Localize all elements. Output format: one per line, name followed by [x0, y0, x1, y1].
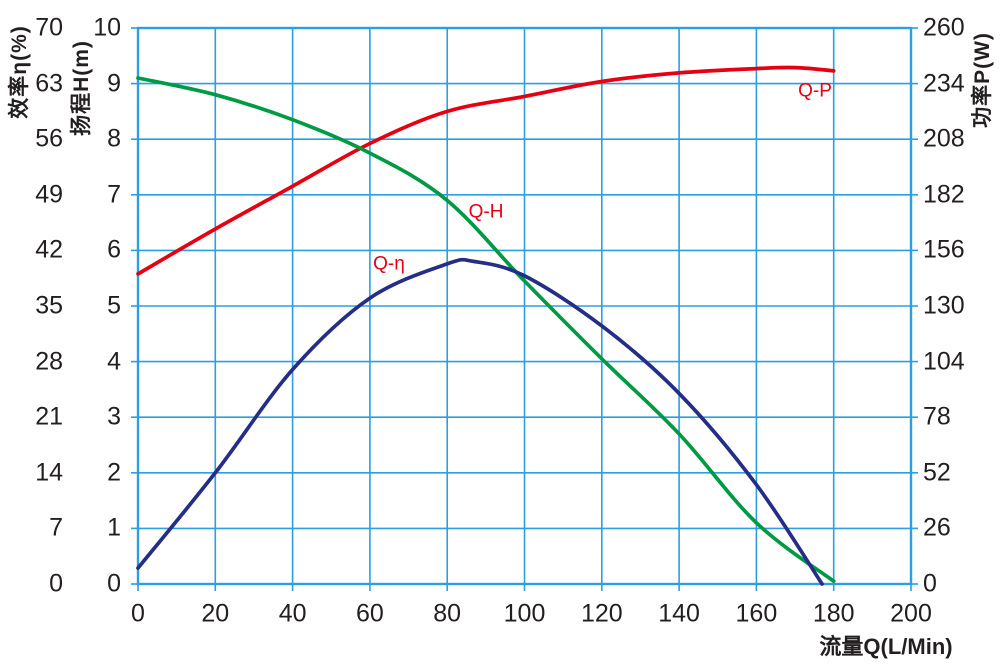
x-tick-40: 40: [278, 599, 307, 628]
plot-border: [136, 26, 913, 586]
y-tick-efficiency-7: 7: [49, 513, 63, 542]
y-tick-efficiency-35: 35: [35, 291, 63, 320]
y-tick-head-0: 0: [107, 569, 121, 598]
curve-Q-η: [136, 257, 824, 586]
x-tick-200: 200: [890, 599, 932, 628]
x-tick-20: 20: [201, 599, 230, 628]
y-tick-head-9: 9: [107, 69, 121, 98]
y-tick-efficiency-56: 56: [35, 124, 63, 153]
y-tick-efficiency-14: 14: [35, 458, 63, 487]
y-tick-power-234: 234: [923, 69, 965, 98]
y-tick-power-0: 0: [923, 569, 937, 598]
curve-Q-P: [136, 65, 836, 276]
y-axis-title-power: 功率P(W): [971, 32, 994, 128]
y-tick-efficiency-28: 28: [35, 347, 63, 376]
y-axis-title-head: 扬程H(m): [70, 40, 93, 136]
x-tick-140: 140: [658, 599, 700, 628]
x-tick-160: 160: [735, 599, 778, 628]
y-tick-power-260: 260: [923, 13, 965, 42]
y-tick-efficiency-49: 49: [35, 180, 63, 209]
x-tick-120: 120: [580, 599, 623, 628]
y-tick-efficiency-63: 63: [35, 69, 63, 98]
y-tick-power-130: 130: [923, 291, 965, 320]
y-tick-head-10: 10: [93, 13, 121, 42]
y-tick-efficiency-42: 42: [35, 235, 63, 264]
y-tick-head-5: 5: [107, 291, 121, 320]
y-tick-power-182: 182: [923, 180, 965, 209]
x-tick-180: 180: [812, 599, 855, 628]
y-tick-power-26: 26: [923, 513, 951, 542]
x-tick-80: 80: [433, 599, 462, 628]
x-tick-0: 0: [131, 599, 145, 628]
y-tick-head-7: 7: [107, 180, 121, 209]
y-tick-power-52: 52: [923, 458, 951, 487]
x-tick-100: 100: [503, 599, 546, 628]
y-tick-head-1: 1: [107, 513, 121, 542]
y-tick-head-8: 8: [107, 124, 121, 153]
curve-label-Q-P: Q-P: [798, 80, 832, 102]
x-axis-title: 流量Q(L/Min): [819, 634, 953, 659]
y-tick-power-156: 156: [923, 235, 965, 264]
curve-label-Q-η: Q-η: [373, 253, 405, 275]
y-tick-efficiency-21: 21: [35, 402, 63, 431]
y-tick-efficiency-70: 70: [35, 13, 63, 42]
y-tick-head-3: 3: [107, 402, 121, 431]
y-tick-head-2: 2: [107, 458, 121, 487]
y-tick-head-6: 6: [107, 235, 121, 264]
curve-label-Q-H: Q-H: [468, 201, 504, 223]
y-tick-head-4: 4: [107, 347, 121, 376]
y-tick-efficiency-0: 0: [49, 569, 63, 598]
y-tick-power-78: 78: [923, 402, 951, 431]
curve-Q-H: [136, 76, 836, 584]
x-tick-60: 60: [355, 599, 384, 628]
y-tick-power-208: 208: [923, 124, 965, 153]
y-tick-power-104: 104: [923, 347, 965, 376]
y-axis-title-efficiency: 效率η(%): [8, 25, 31, 119]
